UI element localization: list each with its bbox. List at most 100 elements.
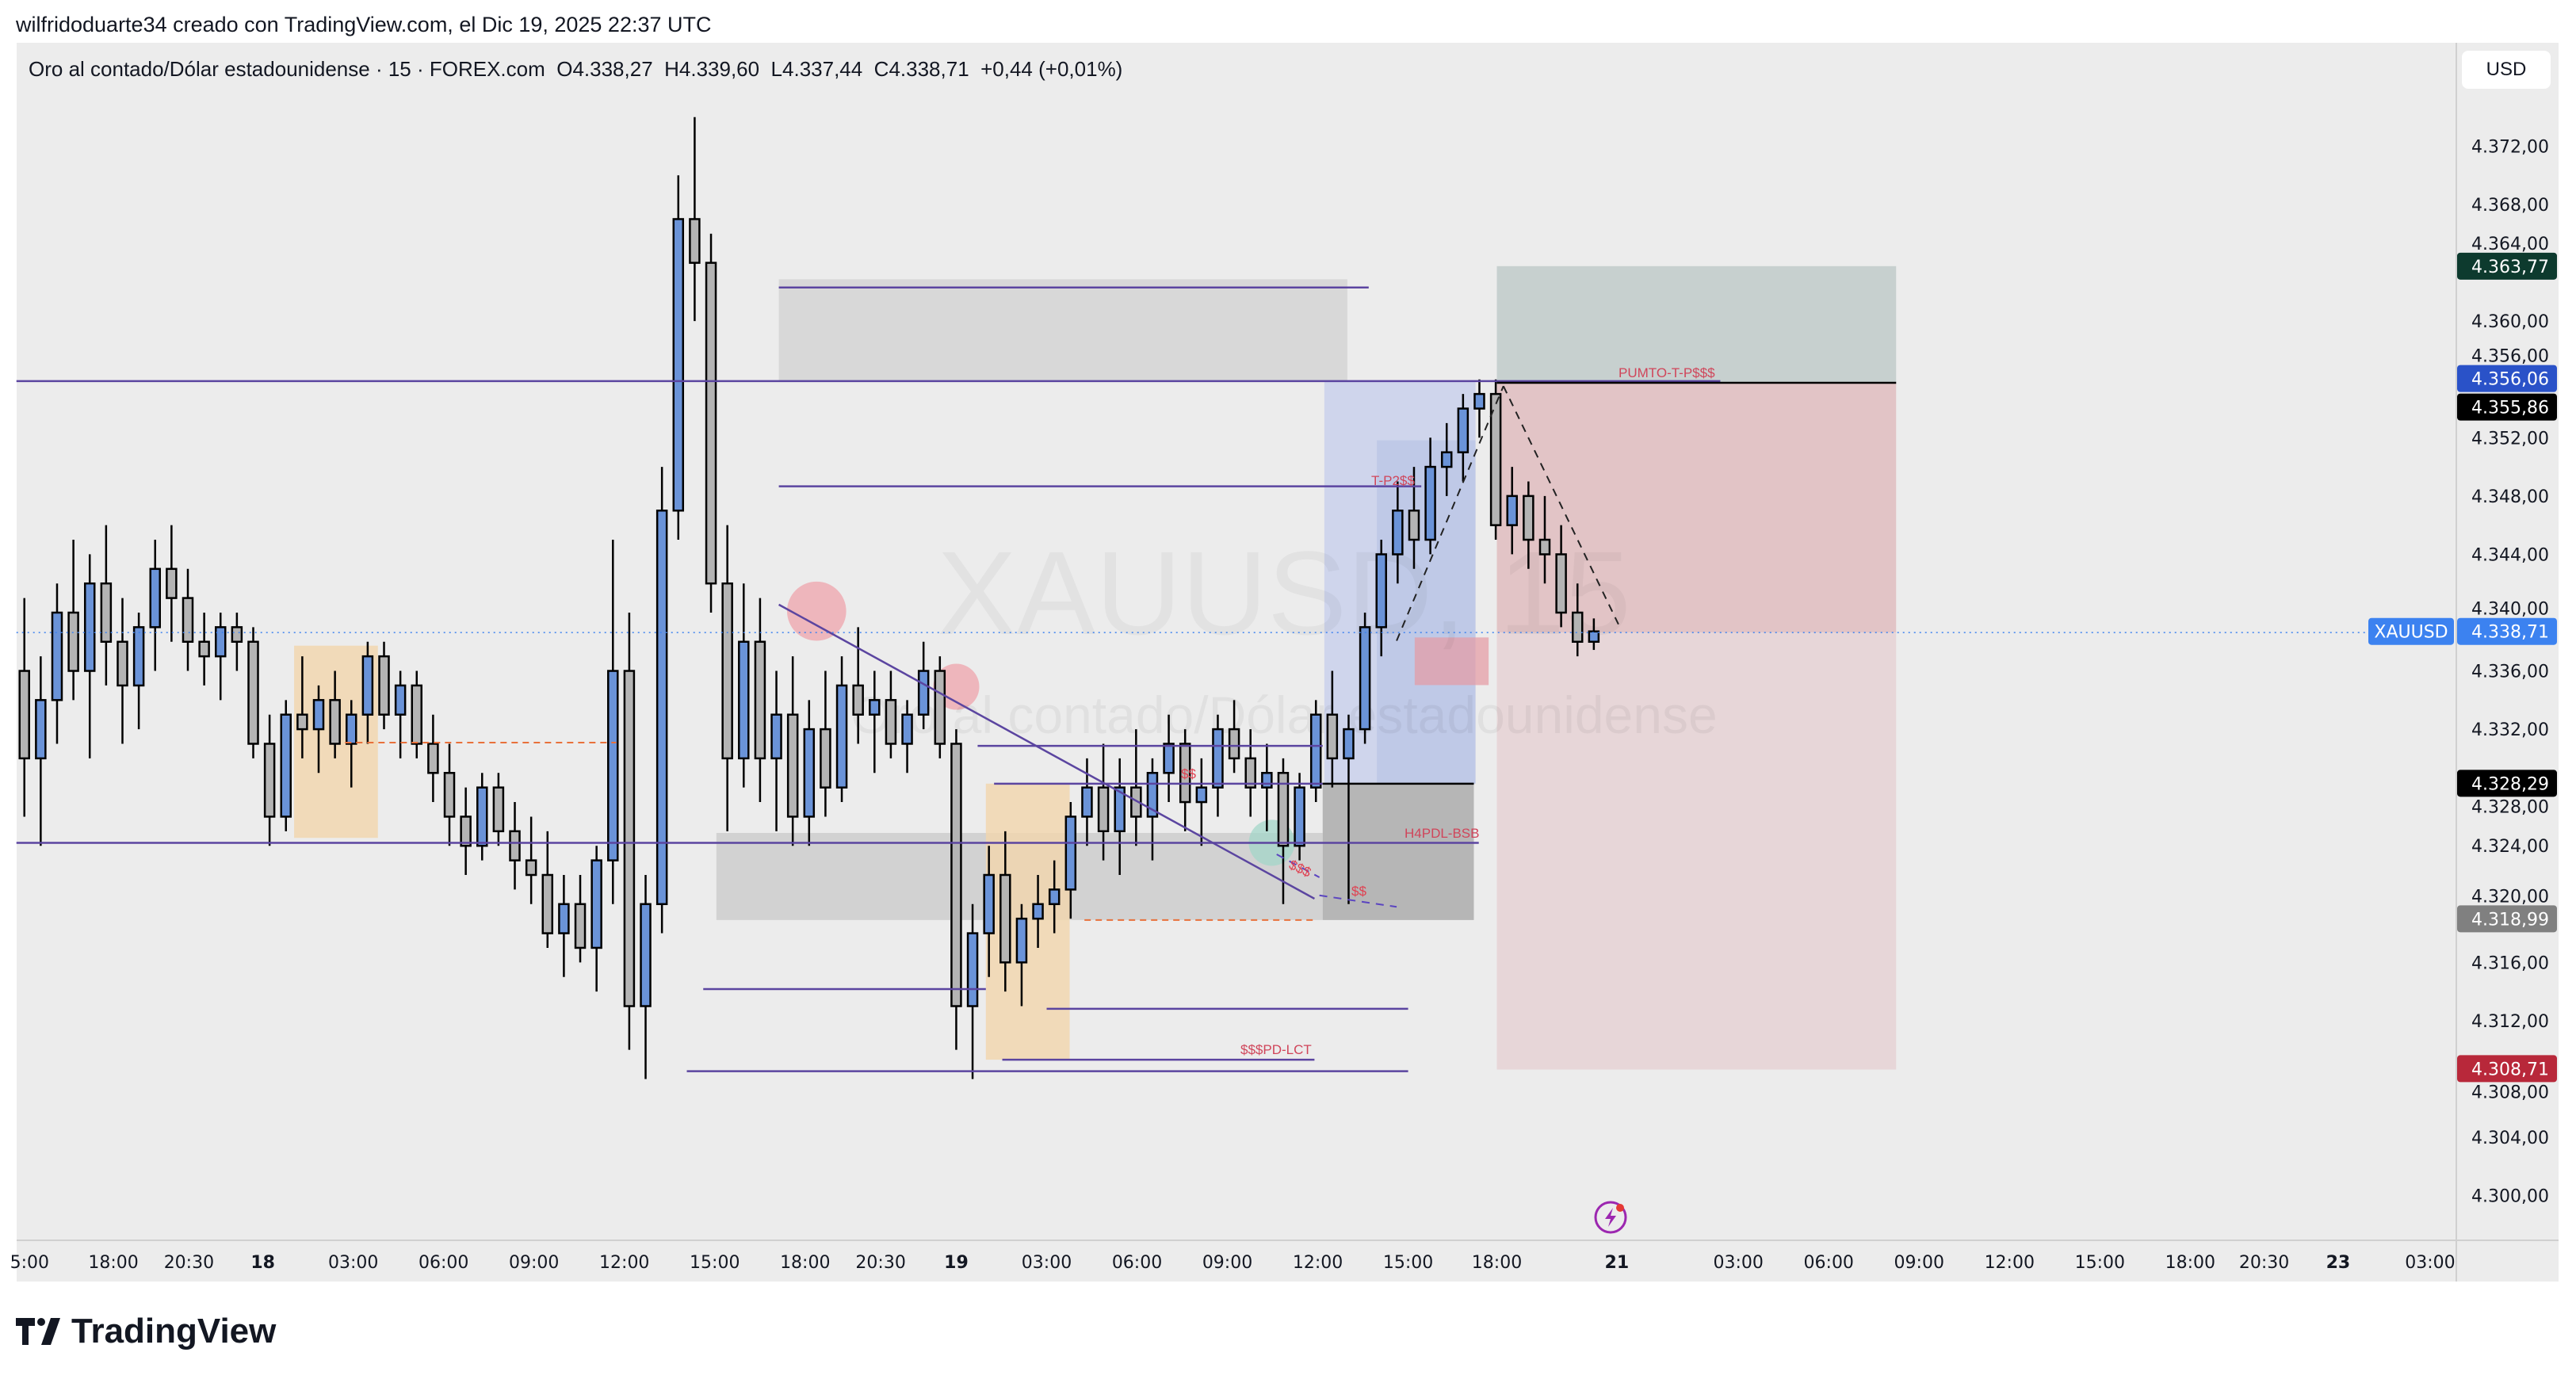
candle	[280, 713, 292, 818]
price-tick-label: 4.344,00	[2471, 545, 2549, 565]
candle	[67, 611, 79, 672]
candle	[1343, 728, 1355, 760]
candle	[901, 713, 913, 745]
time-tick-label: 20:30	[855, 1253, 905, 1273]
candle	[1163, 743, 1175, 774]
candle	[1457, 407, 1470, 453]
candle	[1277, 772, 1290, 847]
label-pdlct: $$$PD-LCT	[1240, 1042, 1312, 1057]
marker-circle	[786, 581, 847, 641]
candle	[460, 816, 472, 847]
candle	[231, 626, 243, 644]
candle	[623, 670, 636, 1007]
candle	[852, 684, 864, 716]
candle	[721, 582, 733, 760]
legend-close: C4.338,71	[873, 57, 969, 81]
time-tick-label: 09:00	[1202, 1253, 1252, 1273]
price-tick-label: 4.328,00	[2471, 797, 2549, 817]
watermark-symbol: XAUUSD, 15	[937, 526, 1630, 659]
candle	[1097, 786, 1110, 833]
candle	[689, 218, 701, 264]
candle	[1571, 611, 1584, 644]
price-badges: 4.363,77 4.356,06 4.355,86 4.338,71 XAUUSD 4.…	[2368, 252, 2557, 1083]
target-zone	[1496, 265, 1897, 384]
time-tick-label: 03:00	[328, 1253, 378, 1273]
legend-high: H4.339,60	[664, 57, 760, 81]
candle	[820, 728, 831, 789]
candle	[1555, 553, 1567, 614]
candle	[525, 859, 537, 877]
candle	[509, 830, 521, 861]
price-tick-label: 4.312,00	[2471, 1012, 2549, 1032]
time-axis[interactable]: 5:00 18:00 20:30 18 03:00 06:00 09:00 12:00 15:0…	[10, 1253, 2456, 1273]
annotation-lines-layer	[16, 286, 2367, 1072]
price-badge-text: 4.318,99	[2471, 910, 2549, 930]
time-tick-label: 09:00	[509, 1253, 559, 1273]
time-tick-label: 12:00	[1293, 1253, 1343, 1273]
candle	[1538, 538, 1551, 556]
candle	[1506, 495, 1518, 526]
candle	[1294, 786, 1305, 847]
candle	[1032, 903, 1044, 920]
time-tick-label: 06:00	[1804, 1253, 1854, 1273]
candle	[18, 670, 30, 760]
highlight-box	[1414, 637, 1489, 686]
candle	[541, 873, 554, 934]
price-badge	[2457, 393, 2557, 421]
symbol-tag	[2368, 617, 2454, 645]
projection-line	[1396, 385, 1504, 641]
candle	[1064, 816, 1077, 891]
price-badge-text: 4.363,77	[2471, 258, 2549, 277]
candle	[607, 670, 619, 861]
price-tick-label: 4.372,00	[2471, 138, 2549, 158]
candle	[754, 640, 766, 760]
time-tick-label: 18:00	[2165, 1253, 2215, 1273]
price-badge	[2457, 617, 2557, 645]
candle	[1244, 757, 1256, 789]
candle	[51, 611, 63, 701]
legend-low: L4.337,44	[770, 57, 863, 81]
price-tick-label: 4.308,00	[2471, 1083, 2549, 1102]
candle	[966, 932, 979, 1007]
candle	[411, 684, 423, 745]
time-tick-label: 15:00	[2075, 1253, 2125, 1273]
time-tick-label: 03:00	[1714, 1253, 1764, 1273]
alert-lightning-icon[interactable]	[1594, 1201, 1627, 1234]
label-h4pdl: H4PDL-BSB	[1405, 826, 1479, 841]
candle	[378, 655, 390, 716]
candle	[149, 567, 161, 628]
candle	[214, 626, 227, 658]
tradingview-logo[interactable]: TradingView	[16, 1312, 276, 1351]
session-box-2	[985, 783, 1070, 1060]
stop-zone-lower	[1496, 632, 1897, 1070]
symbol-legend[interactable]: Oro al contado/Dólar estadounidense · 15…	[29, 57, 1122, 82]
candle	[492, 786, 505, 833]
chart-credit: wilfridoduarte34 creado con TradingView.…	[16, 13, 712, 36]
candle	[427, 743, 439, 774]
candle	[198, 640, 210, 658]
symbol-tag-text: XAUUSD	[2374, 623, 2448, 643]
candle	[1359, 626, 1371, 731]
price-tick-label: 4.348,00	[2471, 487, 2549, 507]
price-badge	[2457, 770, 2557, 797]
candle	[1261, 772, 1273, 789]
price-badge	[2457, 1055, 2557, 1083]
price-badge-text: 4.356,06	[2471, 370, 2549, 390]
currency-button[interactable]: USD	[2462, 51, 2551, 89]
candle	[1114, 786, 1126, 833]
candle	[640, 903, 652, 1007]
projection-line	[1502, 385, 1619, 625]
time-tick-label: 5:00	[10, 1253, 49, 1273]
candle	[1195, 786, 1208, 804]
price-tick-label: 4.316,00	[2471, 953, 2549, 973]
trend-line	[778, 603, 1316, 900]
price-axis[interactable]: 4.372,00 4.368,00 4.364,00 4.360,00 4.356,00…	[2471, 138, 2549, 1207]
legend-change: +0,44 (+0,01%)	[980, 57, 1123, 81]
legend-symbol: Oro al contado/Dólar estadounidense · 15…	[29, 57, 545, 81]
time-tick-label: 15:00	[690, 1253, 740, 1273]
chart-area[interactable]	[17, 43, 2559, 1282]
price-badge-text: 4.308,71	[2471, 1060, 2549, 1079]
candle	[312, 699, 325, 731]
time-tick-label: 15:00	[1383, 1253, 1433, 1273]
